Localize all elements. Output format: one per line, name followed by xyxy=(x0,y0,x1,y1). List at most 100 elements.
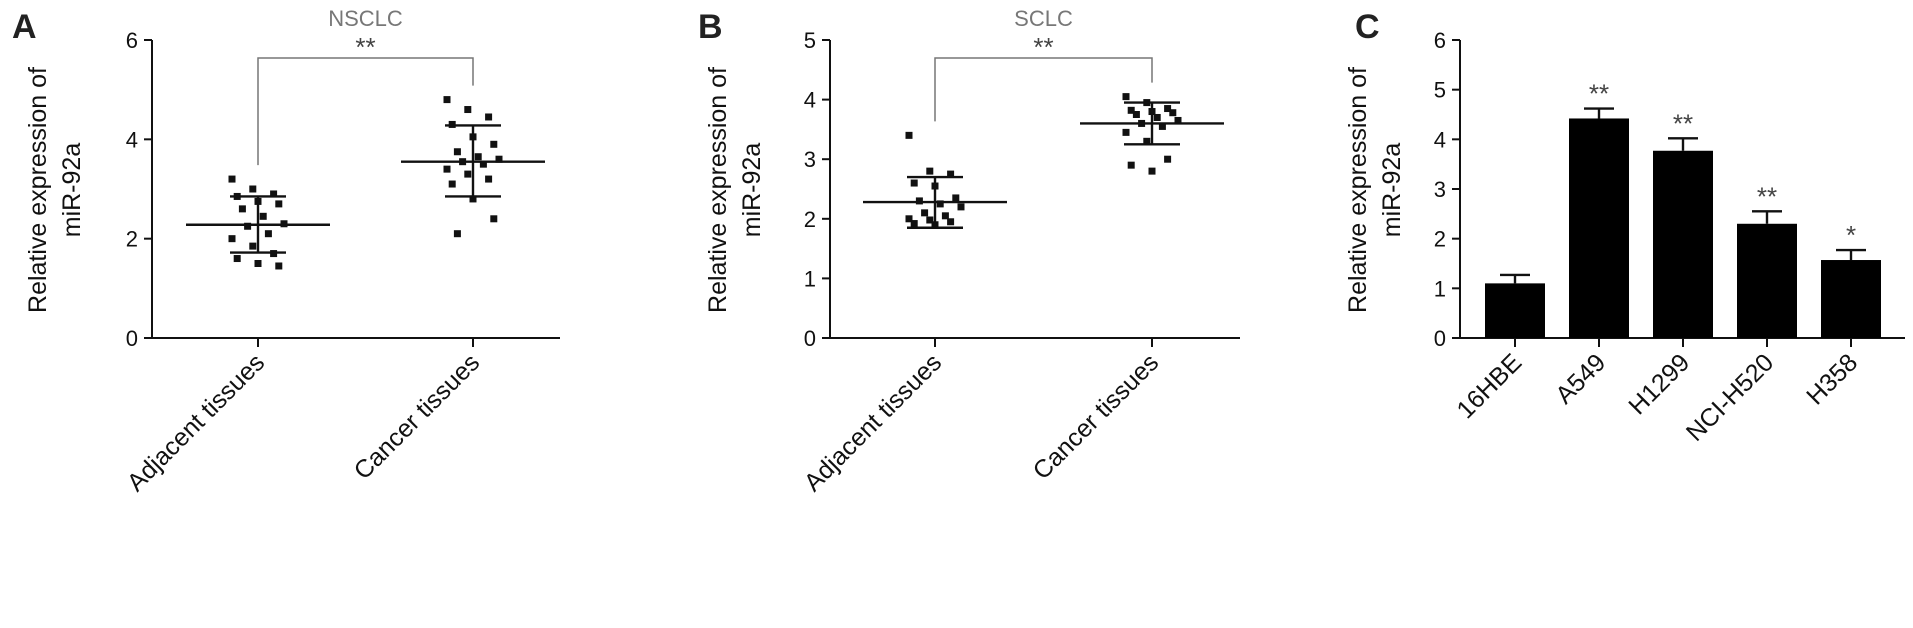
data-point xyxy=(249,242,257,250)
y-tick-label: 3 xyxy=(804,147,816,172)
panel-b: B 0 1 2 3 4 5 Relative expression of miR-92a SCLC… xyxy=(698,6,1240,497)
data-point xyxy=(264,230,272,238)
y-tick-label: 6 xyxy=(1434,28,1446,53)
data-point xyxy=(249,185,257,193)
data-point xyxy=(910,220,918,228)
data-point xyxy=(228,175,236,183)
data-point xyxy=(490,140,498,148)
significance-label: ** xyxy=(1589,79,1609,109)
y-tick-label: 0 xyxy=(126,326,138,351)
data-point xyxy=(926,216,934,224)
data-point xyxy=(947,170,955,178)
data-point xyxy=(448,180,456,188)
bar xyxy=(1653,150,1713,338)
y-tick-label: 1 xyxy=(1434,276,1446,301)
x-tick-label: Adjacent tissues xyxy=(122,348,271,497)
data-point xyxy=(479,160,487,168)
panel-letter: C xyxy=(1355,8,1380,46)
significance-label: ** xyxy=(1673,108,1693,138)
data-point xyxy=(244,222,252,230)
data-point xyxy=(1158,122,1166,130)
data-point xyxy=(1169,109,1177,117)
y-tick-label: 4 xyxy=(1434,127,1446,152)
bar xyxy=(1737,223,1797,338)
data-point xyxy=(1148,167,1156,175)
data-point xyxy=(453,230,461,238)
y-tick-label: 2 xyxy=(804,207,816,232)
data-point xyxy=(495,155,503,163)
data-point xyxy=(947,218,955,226)
data-point xyxy=(1122,93,1130,101)
data-point xyxy=(238,205,246,213)
data-point xyxy=(905,131,913,139)
y-tick-label: 4 xyxy=(804,88,816,113)
data-point xyxy=(905,215,913,223)
x-tick-label: H358 xyxy=(1801,348,1863,410)
bar xyxy=(1821,260,1881,338)
data-point xyxy=(957,203,965,211)
panel-a: A 0 2 4 6 Relative expression of miR-92a NSCLC A… xyxy=(12,6,560,497)
y-tick-label: 0 xyxy=(804,326,816,351)
data-point xyxy=(464,106,472,114)
chart-title: NSCLC xyxy=(328,6,403,31)
y-tick-label: 5 xyxy=(1434,78,1446,103)
significance-label: ** xyxy=(1033,32,1053,62)
data-point xyxy=(233,255,241,263)
data-point xyxy=(941,212,949,220)
data-point xyxy=(485,113,493,121)
data-point xyxy=(485,175,493,183)
y-axis-label: miR-92a xyxy=(58,143,86,238)
data-point xyxy=(1174,116,1182,124)
x-tick-label: A549 xyxy=(1550,348,1611,409)
data-point xyxy=(490,215,498,223)
x-tick-label: H1299 xyxy=(1623,348,1695,420)
x-tick-label: Adjacent tissues xyxy=(799,348,948,497)
y-tick-label: 6 xyxy=(126,28,138,53)
x-tick-label: Cancer tissues xyxy=(349,348,486,485)
data-point xyxy=(259,212,267,220)
data-point xyxy=(1132,111,1140,118)
data-point xyxy=(464,170,472,178)
bar xyxy=(1485,283,1545,338)
panel-letter: A xyxy=(12,8,37,46)
data-point xyxy=(453,148,461,156)
data-point xyxy=(952,194,960,202)
y-tick-label: 3 xyxy=(1434,177,1446,202)
y-tick-label: 0 xyxy=(1434,326,1446,351)
significance-bracket xyxy=(934,57,1153,122)
significance-bracket xyxy=(257,57,474,166)
y-axis-label: Relative expression of xyxy=(704,67,732,313)
data-point xyxy=(469,195,477,203)
data-point xyxy=(254,260,262,267)
y-axis-label: Relative expression of xyxy=(24,67,52,313)
significance-label: ** xyxy=(1757,181,1777,211)
y-tick-label: 2 xyxy=(1434,227,1446,252)
data-point xyxy=(1153,113,1161,121)
x-tick-label: NCI-H520 xyxy=(1681,348,1779,446)
y-axis-label: Relative expression of xyxy=(1344,67,1372,313)
data-point xyxy=(275,200,283,208)
data-point xyxy=(936,200,944,208)
bar xyxy=(1569,118,1629,339)
y-tick-label: 4 xyxy=(126,127,138,152)
y-tick-label: 2 xyxy=(126,227,138,252)
data-point xyxy=(1127,106,1135,114)
data-point xyxy=(474,153,482,161)
data-point xyxy=(443,165,451,173)
data-point xyxy=(910,179,918,187)
x-tick-label: Cancer tissues xyxy=(1028,348,1165,485)
x-tick-label: 16HBE xyxy=(1451,348,1527,424)
data-point xyxy=(926,167,934,175)
chart-title: SCLC xyxy=(1014,6,1073,31)
data-point xyxy=(270,190,278,198)
data-point xyxy=(275,262,283,270)
data-point xyxy=(1127,161,1135,169)
significance-label: ** xyxy=(355,32,375,62)
data-point xyxy=(443,96,451,104)
data-point xyxy=(921,209,929,217)
data-point xyxy=(1164,155,1172,163)
significance-label: * xyxy=(1846,220,1856,250)
y-axis-label: miR-92a xyxy=(738,143,766,238)
y-tick-label: 1 xyxy=(804,266,816,291)
